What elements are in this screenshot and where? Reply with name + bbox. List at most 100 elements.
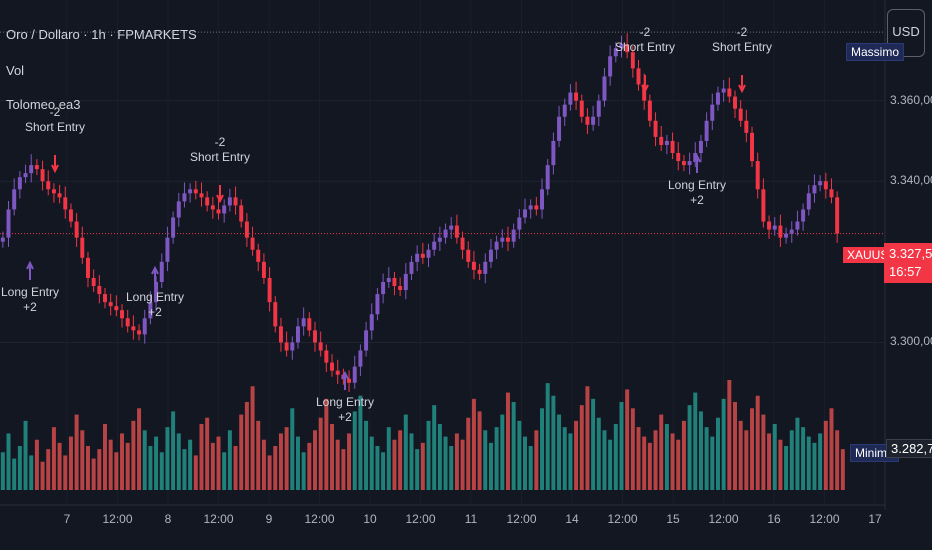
candle-body [420, 253, 425, 258]
volume-bar [120, 433, 125, 490]
volume-bar [494, 427, 499, 490]
volume-bar [608, 439, 613, 490]
volume-bar [727, 380, 732, 490]
volume-bar [426, 420, 431, 490]
candle-body [409, 261, 414, 274]
candle-body [375, 294, 380, 315]
candle-body [85, 257, 90, 278]
signal-label: Short Entry [189, 150, 251, 164]
strategy-indicator-label[interactable]: Tolomeo ea3 [6, 97, 81, 112]
volume-bar [500, 414, 505, 490]
volume-bar [835, 430, 840, 490]
volume-bar [233, 446, 238, 490]
candle-body [57, 193, 62, 198]
volume-bar [460, 439, 465, 490]
candle-body [313, 330, 317, 343]
volume-bar [619, 402, 624, 490]
volume-bar [386, 427, 391, 490]
short-arrow-icon [216, 185, 224, 204]
candle-body [324, 350, 329, 363]
volume-bar [630, 408, 635, 490]
signal-qty: +2 [690, 193, 704, 207]
volume-bar [488, 442, 493, 490]
candle-body [432, 241, 437, 250]
volume-bar [789, 430, 794, 490]
volume-bar [375, 446, 380, 490]
volume-bar [767, 433, 772, 490]
candle-body [676, 153, 681, 162]
candle-body [46, 181, 51, 190]
volume-bar [545, 383, 550, 490]
volume-bar [540, 408, 545, 490]
volume-bar [171, 411, 176, 490]
candle-body [91, 277, 96, 287]
volume-bar [335, 439, 340, 490]
volume-bar [511, 402, 516, 490]
candle-body [68, 209, 73, 222]
bar-countdown: 16:57 [889, 264, 922, 279]
candle-body [596, 100, 601, 117]
candle-body [801, 209, 806, 222]
volume-bar [602, 430, 607, 490]
candle-body [505, 237, 510, 242]
signal-qty: +2 [23, 300, 37, 314]
candle-body [511, 229, 516, 242]
candle-body [12, 189, 17, 210]
candle-body [653, 120, 658, 137]
volume-bar [91, 458, 96, 490]
volume-bar [670, 433, 675, 490]
candle-body [137, 330, 142, 335]
candle-body [528, 205, 533, 210]
candle-body [120, 310, 125, 319]
x-tick-label: 12:00 [708, 512, 739, 526]
volume-bar [23, 420, 28, 490]
volume-bar [244, 402, 249, 490]
volume-bar [352, 411, 357, 490]
candle-body [715, 92, 720, 105]
candle-body [738, 108, 743, 121]
long-entry-signal: Long Entry +2 [1, 285, 59, 315]
volume-bar [625, 389, 630, 490]
candle-body [131, 326, 136, 331]
volume-bar [108, 439, 113, 490]
volume-bar [341, 449, 346, 490]
candle-body [636, 68, 641, 85]
long-arrow-icon [693, 153, 701, 173]
candle-body [358, 350, 363, 367]
volume-bar [347, 433, 352, 490]
candle-body [256, 249, 261, 262]
candle-body [806, 193, 811, 210]
candle-body [23, 173, 28, 178]
candle-body [778, 225, 783, 238]
signal-qty: +2 [148, 305, 162, 319]
x-tick-label: 7 [63, 512, 71, 526]
volume-bar [806, 436, 811, 490]
candle-body [710, 104, 715, 121]
volume-bar [188, 439, 193, 490]
candle-body [108, 302, 113, 307]
candle-body [733, 96, 737, 109]
candle-body [34, 165, 39, 170]
candle-body [630, 52, 635, 69]
candle-body [261, 261, 266, 278]
x-tick-label: 12:00 [203, 512, 234, 526]
volume-bar [471, 398, 476, 490]
volume-bar [154, 436, 159, 490]
short-entry-signal: -2 Short Entry [712, 25, 772, 55]
volume-bar [17, 446, 22, 490]
candle-body [210, 205, 215, 210]
candle-body [744, 120, 749, 133]
volume-bar [176, 433, 181, 490]
y-tick-label: 3.360,00 [890, 92, 932, 107]
long-entry-signal: Long Entry +2 [126, 290, 184, 320]
volume-bar [205, 417, 210, 490]
candle-body [29, 165, 34, 174]
volume-bar [733, 402, 737, 490]
volume-indicator-label[interactable]: Vol [6, 63, 25, 78]
candle-body [148, 302, 153, 319]
volume-bar [273, 446, 278, 490]
candle-body [347, 378, 352, 383]
candle-body [494, 241, 499, 250]
volume-bar [85, 446, 90, 490]
